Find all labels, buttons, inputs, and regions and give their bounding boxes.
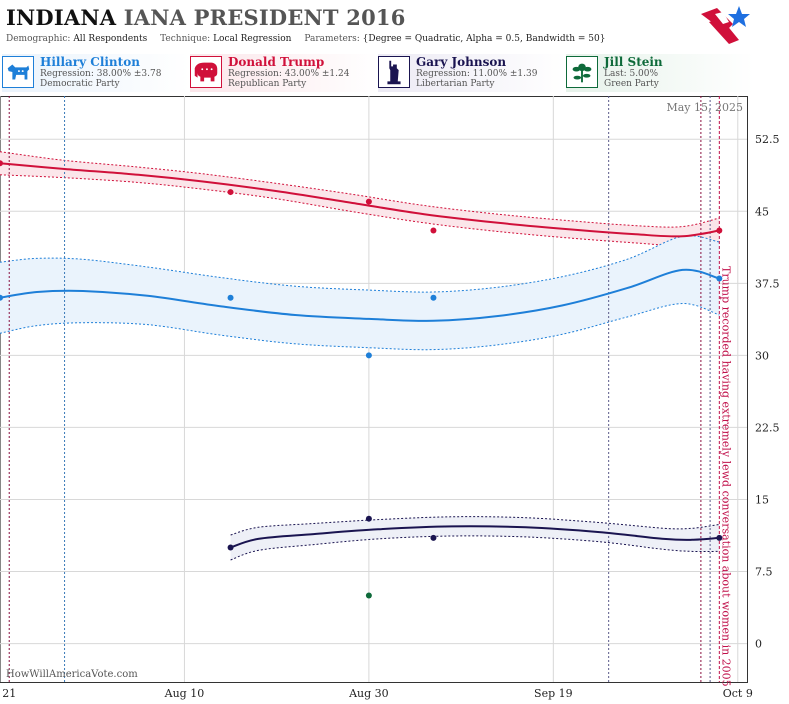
band-upper-donald-trump [0,151,720,228]
grid [0,96,747,682]
candidate-name: Donald Trump [228,55,325,69]
y-tick-label: 7.5 [755,566,773,579]
poll-point-gary-johnson [365,515,372,522]
candidate-party: Democratic Party [40,79,120,89]
demographic-label: Demographic: [6,34,71,44]
poll-point-donald-trump [0,160,3,167]
band-upper-hillary-clinton [0,235,720,293]
confidence-band-gary-johnson [230,516,720,560]
x-tick-labels: Jul 21 Aug 10 Aug 30 Sep 19 Oct 9 [0,687,753,700]
technique-value: Local Regression [213,34,292,44]
confidence-bands [0,151,720,561]
poll-point-donald-trump [716,227,723,234]
liberty-statue-icon [378,56,410,88]
plot-frame [0,96,748,683]
watermark: HowWillAmericaVote.com [6,669,138,680]
poll-points [0,160,723,599]
candidate-card-johnson: Gary Johnson Regression: 11.00% ±1.39 Li… [378,54,566,92]
event-vlines [8,96,720,682]
poll-point-gary-johnson [430,534,437,541]
y-tick-label: 0 [755,638,762,651]
band-upper-gary-johnson [230,516,720,536]
x-tick-label: Aug 30 [348,687,389,700]
flower-icon [566,56,598,88]
band-lower-gary-johnson [230,535,720,561]
parameters-label: Parameters: [304,34,360,44]
chart-date-annotation: May 15, 2025 [666,101,743,114]
poll-point-hillary-clinton [0,294,3,301]
candidate-regression: Regression: 11.00% ±1.39 [416,69,538,79]
candidate-card-stein: Jill Stein Last: 5.00% Green Party [566,54,754,92]
candidate-name: Hillary Clinton [40,55,140,69]
x-tick-label: Oct 9 [723,687,753,700]
poll-chart: 0 7.5 15 22.5 30 37.5 45 52.5 Jul 21 Aug 10 Aug 3… [0,96,780,700]
poll-point-jill-stein [365,592,372,599]
elephant-icon [190,56,222,88]
demographic-value: All Respondents [73,34,148,44]
y-tick-label: 22.5 [755,421,780,434]
donkey-icon [2,56,34,88]
confidence-band-donald-trump [0,151,720,246]
trend-line-gary-johnson [230,525,720,549]
x-tick-label: Jul 21 [0,687,16,700]
trend-line-hillary-clinton [0,268,720,322]
confidence-band-hillary-clinton [0,235,720,350]
y-tick-label: 15 [755,493,769,506]
chart-header: INDIANA IANA PRESIDENT 2016 Demographic:… [0,0,789,52]
poll-point-hillary-clinton [365,352,372,359]
technique-label: Technique: [160,34,211,44]
x-tick-label: Aug 10 [164,687,205,700]
title-state: INDIANA [6,5,117,30]
candidate-name: Gary Johnson [416,55,507,69]
poll-point-gary-johnson [227,544,234,551]
parameters-value: {Degree = Quadratic, Alpha = 0.5, Bandwi… [362,34,606,44]
y-tick-label: 37.5 [755,277,780,290]
y-tick-label: 45 [755,205,769,218]
candidate-regression: Regression: 43.00% ±1.24 [228,69,350,79]
poll-point-hillary-clinton [430,294,437,301]
poll-point-hillary-clinton [716,275,723,282]
y-tick-label: 30 [755,349,769,362]
candidate-name: Jill Stein [604,55,663,69]
candidate-regression: Regression: 38.00% ±3.78 [40,69,162,79]
poll-point-donald-trump [227,189,234,196]
event-annotation: Trump recorded having extremely lewd con… [719,266,732,687]
y-tick-label: 52.5 [755,133,780,146]
title-rest: IANA PRESIDENT 2016 [123,5,406,30]
candidate-card-clinton: Hillary Clinton Regression: 38.00% ±3.78… [2,54,190,92]
page-title: INDIANA IANA PRESIDENT 2016 [6,5,406,30]
candidate-party: Republican Party [228,79,307,89]
site-logo-icon [701,6,750,44]
y-tick-labels: 0 7.5 15 22.5 30 37.5 45 52.5 [755,133,780,650]
poll-point-hillary-clinton [227,294,234,301]
candidate-party: Libertarian Party [416,79,495,89]
parameters-line: Demographic: All Respondents Technique: … [6,34,605,44]
x-tick-label: Sep 19 [534,687,573,700]
trend-lines [0,162,720,549]
poll-point-donald-trump [430,227,437,234]
candidate-card-trump: Donald Trump Regression: 43.00% ±1.24 Re… [190,54,378,92]
candidate-party: Green Party [604,79,659,89]
band-lower-donald-trump [0,174,720,247]
candidate-regression: Last: 5.00% [604,69,659,79]
trend-line-donald-trump [0,162,720,238]
poll-point-gary-johnson [716,534,723,541]
poll-point-donald-trump [365,198,372,205]
candidate-legend: Hillary Clinton Regression: 38.00% ±3.78… [0,54,789,94]
